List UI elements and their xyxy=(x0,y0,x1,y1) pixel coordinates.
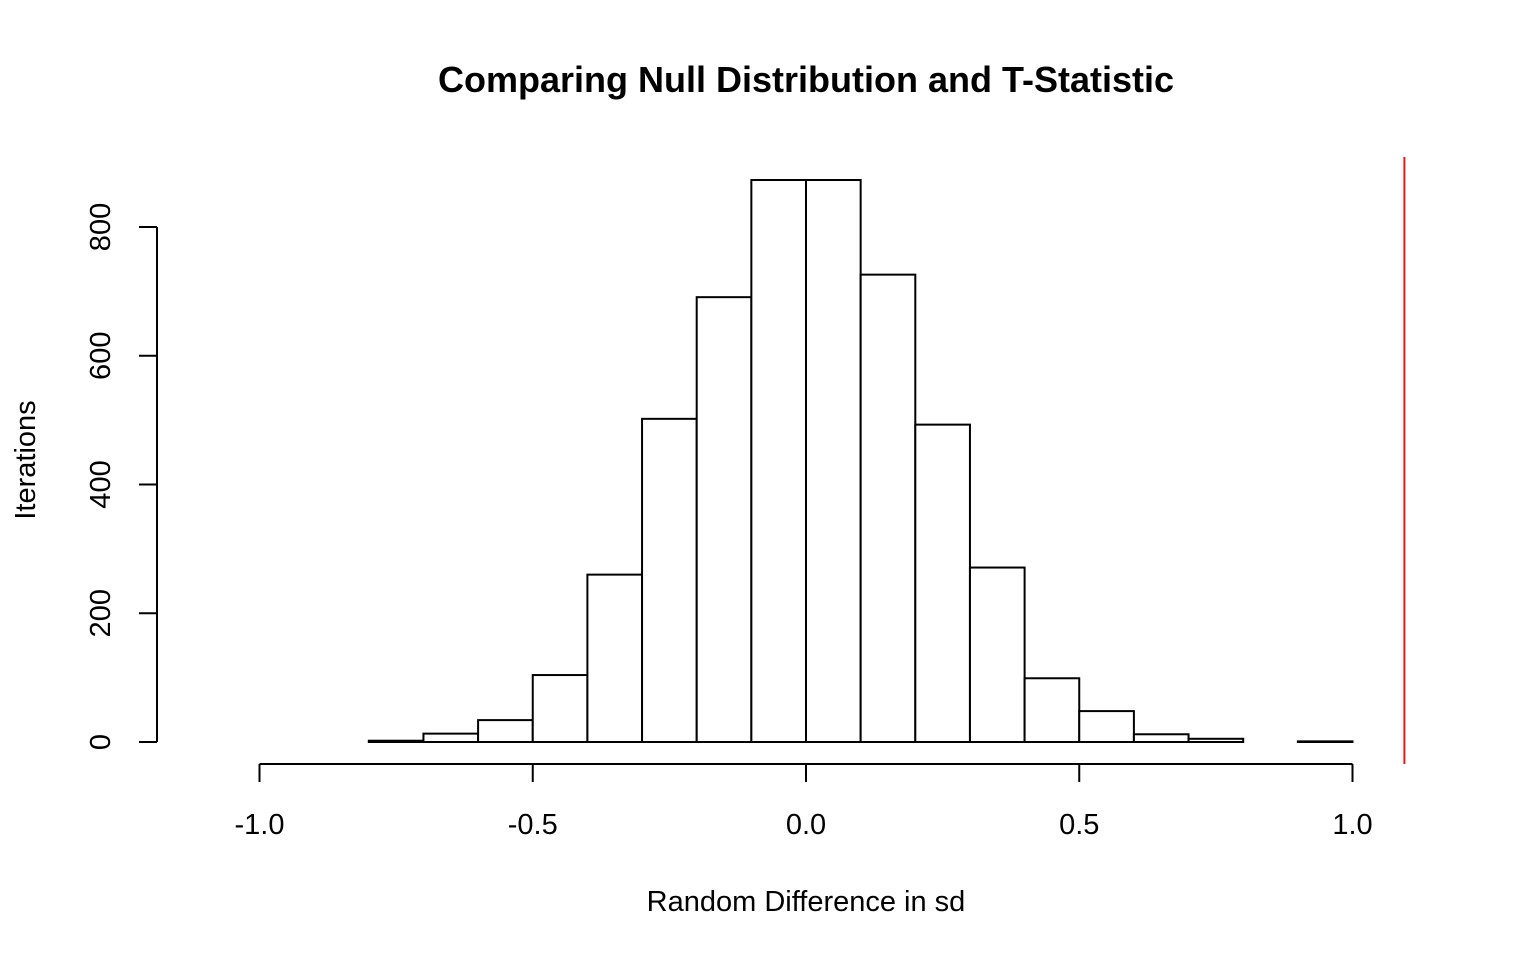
y-tick-label-2: 400 xyxy=(85,460,117,508)
x-tick-label-3: 0.5 xyxy=(1059,809,1099,841)
histogram-bar-5 xyxy=(641,417,698,743)
y-ticks: 0 200 400 600 800 xyxy=(85,203,157,750)
y-tick-label-4: 800 xyxy=(85,203,117,251)
histogram-bars xyxy=(367,179,1354,744)
histogram-bar-9 xyxy=(859,273,917,743)
y-axis-label: Iterations xyxy=(10,400,42,519)
y-axis: 0 200 400 600 800 xyxy=(85,203,158,750)
histogram-bar-4 xyxy=(586,573,644,743)
histogram-bar-2 xyxy=(477,719,534,743)
y-tick-label-1: 200 xyxy=(85,589,117,637)
histogram-bar-17 xyxy=(1296,740,1354,744)
histogram-bar-8 xyxy=(805,179,862,744)
y-tick-label-3: 600 xyxy=(85,332,117,380)
x-tick-label-4: 1.0 xyxy=(1332,809,1372,841)
x-axis-label: Random Difference in sd xyxy=(647,886,966,918)
histogram-bar-14 xyxy=(1132,733,1190,744)
histogram-bar-1 xyxy=(422,732,480,743)
histogram-bar-3 xyxy=(531,674,589,743)
x-tick-label-1: -0.5 xyxy=(508,809,558,841)
chart-title: Comparing Null Distribution and T-Statis… xyxy=(438,59,1174,100)
histogram-bar-7 xyxy=(750,179,807,744)
histogram-bar-13 xyxy=(1078,710,1135,743)
histogram-bar-15 xyxy=(1187,737,1245,743)
x-axis: -1.0 -0.5 0.0 0.5 1.0 xyxy=(235,763,1373,841)
x-tick-label-2: 0.0 xyxy=(786,809,826,841)
histogram-bar-12 xyxy=(1023,677,1081,743)
y-tick-label-0: 0 xyxy=(85,734,117,750)
histogram-bar-6 xyxy=(695,296,753,743)
histogram-bar-0 xyxy=(367,739,425,744)
x-ticks: -1.0 -0.5 0.0 0.5 1.0 xyxy=(235,764,1373,841)
histogram-bar-10 xyxy=(914,423,971,743)
x-tick-label-0: -1.0 xyxy=(235,809,285,841)
histogram-bar-11 xyxy=(968,566,1026,744)
